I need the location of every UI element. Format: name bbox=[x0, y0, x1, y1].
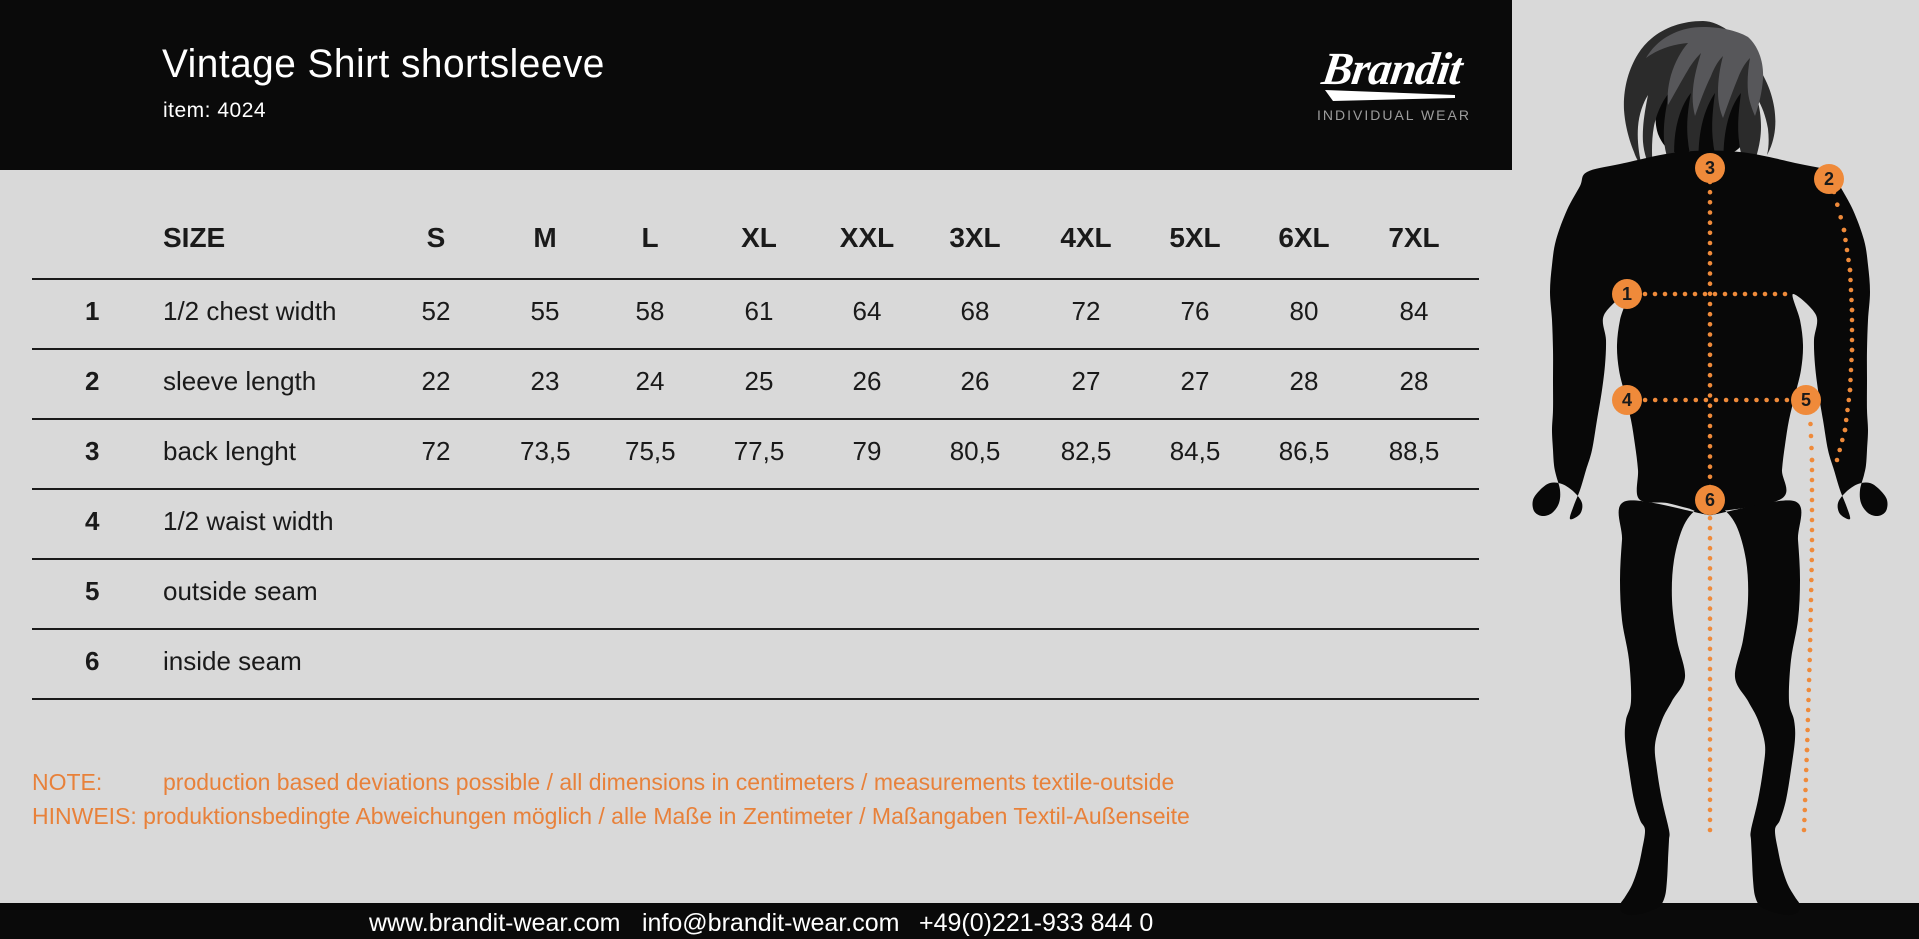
svg-text:1: 1 bbox=[1622, 284, 1632, 304]
svg-text:2: 2 bbox=[1824, 169, 1834, 189]
svg-text:5: 5 bbox=[1801, 390, 1811, 410]
svg-text:4: 4 bbox=[1622, 390, 1632, 410]
svg-text:6: 6 bbox=[1705, 490, 1715, 510]
svg-text:3: 3 bbox=[1705, 158, 1715, 178]
